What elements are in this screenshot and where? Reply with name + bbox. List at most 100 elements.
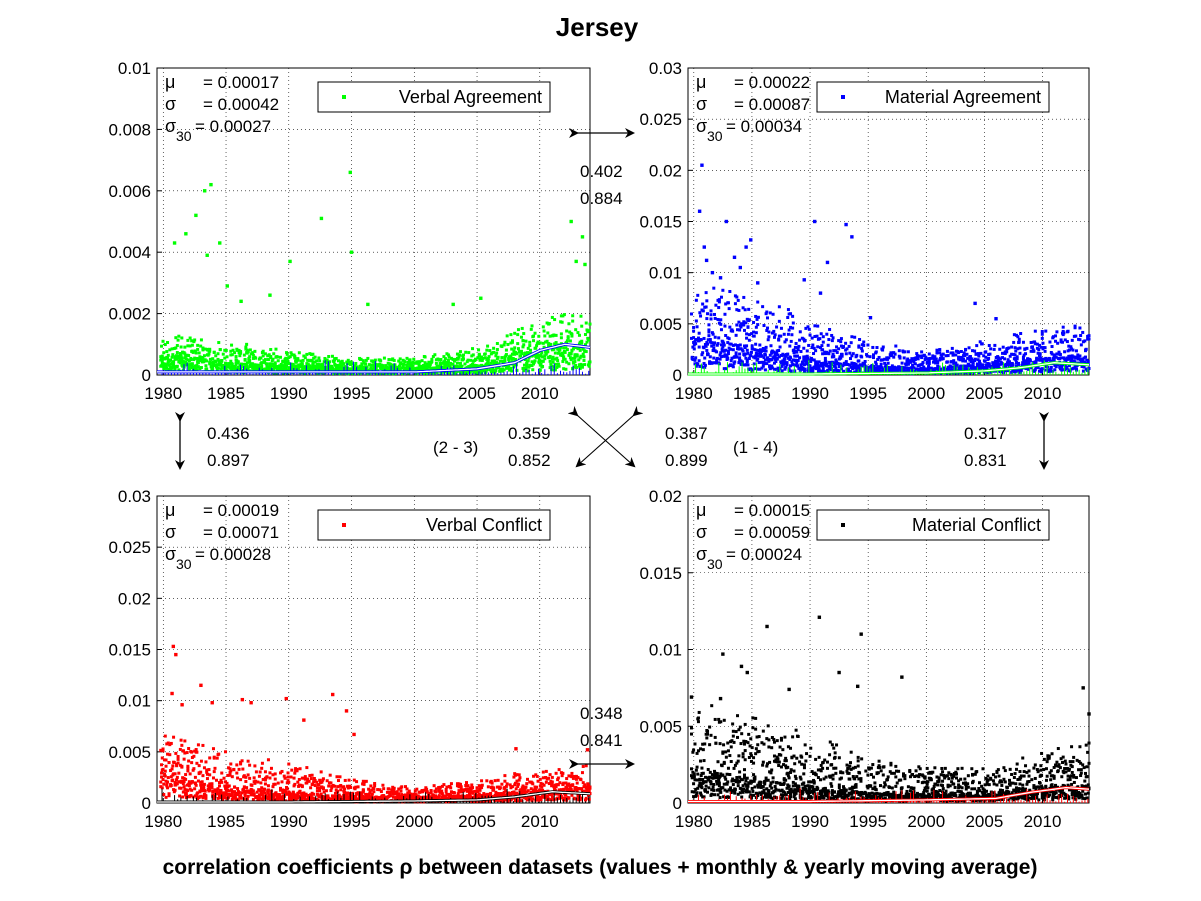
- data-point: [564, 367, 568, 371]
- data-point: [348, 792, 352, 796]
- data-point: [283, 776, 287, 780]
- data-point: [228, 366, 232, 370]
- data-point: [199, 759, 203, 763]
- data-point: [268, 771, 272, 775]
- data-point: [527, 365, 531, 369]
- data-point-outlier: [172, 241, 177, 245]
- data-point: [538, 368, 542, 372]
- data-point: [692, 347, 696, 351]
- data-point: [318, 778, 322, 782]
- data-point: [708, 355, 712, 359]
- data-point: [1070, 338, 1074, 342]
- data-point: [512, 365, 516, 369]
- data-point: [470, 354, 474, 358]
- data-point: [840, 352, 844, 356]
- data-point: [246, 794, 250, 798]
- data-point: [729, 359, 733, 363]
- data-point: [537, 334, 541, 338]
- data-point: [195, 761, 199, 765]
- data-point: [271, 357, 275, 361]
- data-point: [773, 353, 777, 357]
- data-point: [320, 785, 324, 789]
- data-point: [388, 794, 392, 798]
- data-point: [532, 362, 536, 366]
- data-point: [560, 320, 564, 324]
- data-point: [278, 786, 282, 790]
- data-point: [516, 342, 520, 346]
- data-point: [244, 779, 248, 783]
- data-point: [346, 786, 350, 790]
- data-point: [469, 358, 473, 362]
- data-point: [722, 341, 726, 345]
- data-point: [447, 792, 451, 796]
- data-point: [169, 368, 173, 372]
- data-point: [313, 779, 317, 783]
- data-point: [1084, 355, 1088, 359]
- data-point: [395, 790, 399, 794]
- data-point: [411, 364, 415, 368]
- data-point: [289, 351, 293, 355]
- data-point: [166, 741, 170, 745]
- data-point: [217, 752, 221, 756]
- data-point: [1069, 345, 1073, 349]
- data-point: [201, 346, 205, 350]
- data-point: [709, 309, 713, 313]
- data-point: [565, 339, 569, 343]
- data-point: [310, 791, 314, 795]
- data-point: [160, 786, 164, 790]
- data-point: [520, 352, 524, 356]
- data-point: [195, 356, 199, 360]
- data-point: [188, 336, 192, 340]
- data-point: [228, 362, 232, 366]
- data-point: [248, 776, 252, 780]
- data-point: [707, 334, 711, 338]
- data-point: [717, 306, 721, 310]
- data-point: [968, 355, 972, 359]
- data-point: [258, 368, 262, 372]
- data-point: [844, 341, 848, 345]
- data-point: [772, 367, 776, 371]
- data-point: [807, 343, 811, 347]
- data-point: [193, 787, 197, 791]
- data-point: [224, 361, 228, 365]
- data-point: [243, 793, 247, 797]
- data-point: [973, 357, 977, 361]
- data-point: [500, 356, 504, 360]
- data-point-outlier: [574, 259, 578, 264]
- data-point: [237, 351, 241, 355]
- data-point: [416, 797, 420, 801]
- data-point: [175, 354, 179, 358]
- data-point: [257, 365, 261, 369]
- data-point: [273, 361, 277, 365]
- data-point: [760, 354, 764, 358]
- data-point: [480, 371, 484, 375]
- data-point: [372, 796, 376, 800]
- data-point: [425, 787, 429, 791]
- data-point: [588, 322, 592, 326]
- data-point: [165, 366, 169, 370]
- data-point: [958, 367, 962, 371]
- data-point: [968, 371, 972, 375]
- data-point: [260, 789, 264, 793]
- data-point: [1076, 353, 1080, 357]
- data-point: [285, 351, 289, 355]
- data-point: [316, 793, 320, 797]
- data-point: [236, 776, 240, 780]
- data-point: [790, 333, 794, 337]
- data-point: [280, 364, 284, 368]
- data-point: [188, 772, 192, 776]
- data-point: [570, 349, 574, 353]
- data-point: [577, 333, 581, 337]
- data-point: [762, 324, 766, 328]
- data-point: [819, 346, 823, 350]
- data-point: [339, 366, 343, 370]
- data-point: [1073, 324, 1077, 328]
- data-point: [317, 795, 321, 799]
- data-point: [407, 366, 411, 370]
- data-point: [1069, 359, 1073, 363]
- data-point: [496, 355, 500, 359]
- data-point: [832, 354, 836, 358]
- data-point: [186, 338, 190, 342]
- data-point: [262, 359, 266, 363]
- data-point: [387, 794, 391, 798]
